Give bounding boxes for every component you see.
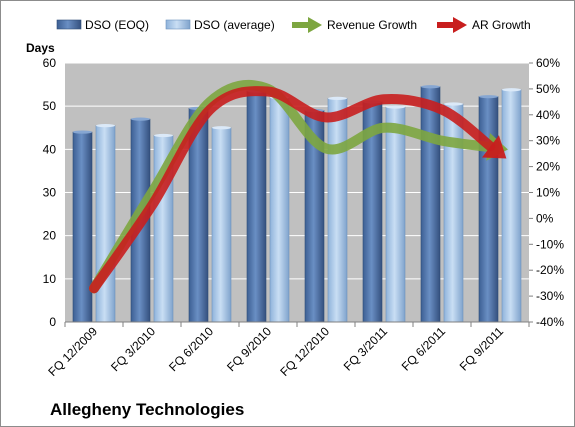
y-tick-label: 60: [43, 56, 57, 70]
y2-tick-label: -30%: [536, 289, 564, 303]
bar-top-dso-eoq: [421, 85, 440, 89]
ar-growth-arrow: [89, 86, 496, 294]
y2-tick-label: -10%: [536, 237, 564, 251]
bar-dso-average: [269, 97, 290, 323]
x-tick-label: FQ 12/2009: [45, 324, 100, 379]
bar-top-dso-average: [328, 96, 347, 100]
bar-dso-average: [501, 89, 522, 323]
x-tick-label: FQ 6/2010: [166, 324, 216, 374]
y2-tick-label: -20%: [536, 263, 564, 277]
bar-dso-average: [385, 106, 406, 323]
y2-tick-label: -40%: [536, 315, 564, 329]
ar-growth-arrowhead: [481, 135, 507, 159]
bar-top-dso-eoq: [131, 117, 150, 121]
legend-swatch-revenue-growth: [292, 17, 322, 33]
bar-top-dso-average: [154, 133, 173, 138]
legend-label-dso-average: DSO (average): [194, 18, 275, 32]
legend-label-revenue-growth: Revenue Growth: [327, 18, 417, 32]
x-tick-label: FQ 9/2010: [224, 324, 274, 374]
y2-tick-label: 50%: [536, 82, 560, 96]
y-axis-ticks: 0 10 20 30 40 50 60: [43, 56, 57, 329]
bar-dso-eoq: [246, 90, 267, 323]
bar-dso-eoq: [478, 96, 499, 323]
x-axis-ticks: FQ 12/2009 FQ 3/2010 FQ 6/2010 FQ 9/2010 FQ …: [45, 322, 530, 379]
bar-dso-eoq: [420, 86, 441, 323]
y2-tick-label: 0%: [536, 211, 554, 225]
x-tick-label: FQ 12/2010: [277, 324, 332, 379]
x-tick-label: FQ 6/2011: [399, 324, 449, 374]
bars: [72, 85, 522, 323]
legend-swatch-dso-eoq: [56, 19, 82, 30]
y2-tick-label: 40%: [536, 108, 560, 122]
y2-tick-label: 10%: [536, 186, 560, 200]
bar-dso-average: [95, 125, 116, 323]
bar-dso-average: [211, 127, 232, 323]
legend-swatch-ar-growth: [437, 17, 467, 33]
y2-axis-ticks: -40% -30% -20% -10% 0% 10% 20% 30% 40% 50% 60%: [529, 56, 564, 329]
legend-swatch-dso-average: [165, 19, 191, 30]
y-tick-label: 40: [43, 142, 57, 156]
legend-label-ar-growth: AR Growth: [472, 18, 531, 32]
y-axis-title: Days: [26, 41, 55, 55]
legend: DSO (EOQ) DSO (average) Revenue Growth A…: [56, 17, 531, 33]
x-tick-label: FQ 3/2010: [108, 324, 158, 374]
y-tick-label: 30: [43, 186, 57, 200]
legend-label-dso-eoq: DSO (EOQ): [85, 18, 149, 32]
bar-top-dso-average: [212, 126, 231, 130]
y-tick-label: 10: [43, 272, 57, 286]
bar-top-dso-average: [502, 88, 521, 92]
bar-dso-eoq: [72, 131, 93, 323]
y2-tick-label: 20%: [536, 160, 560, 174]
bar-top-dso-average: [444, 102, 463, 106]
bar-top-dso-average: [386, 105, 405, 109]
bar-top-dso-eoq: [73, 130, 92, 134]
growth-arrows: [89, 79, 508, 294]
y-tick-label: 50: [43, 99, 57, 113]
y2-tick-label: 60%: [536, 56, 560, 70]
bar-dso-average: [327, 98, 348, 323]
bar-top-dso-eoq: [479, 95, 498, 99]
x-tick-label: FQ 3/2011: [341, 324, 391, 374]
y2-tick-label: 30%: [536, 134, 560, 148]
x-tick-label: FQ 9/2011: [457, 324, 507, 374]
bar-top-dso-average: [96, 123, 115, 128]
y-tick-label: 0: [49, 315, 56, 329]
y-tick-label: 20: [43, 229, 57, 243]
chart-title: Allegheny Technologies: [50, 400, 244, 419]
